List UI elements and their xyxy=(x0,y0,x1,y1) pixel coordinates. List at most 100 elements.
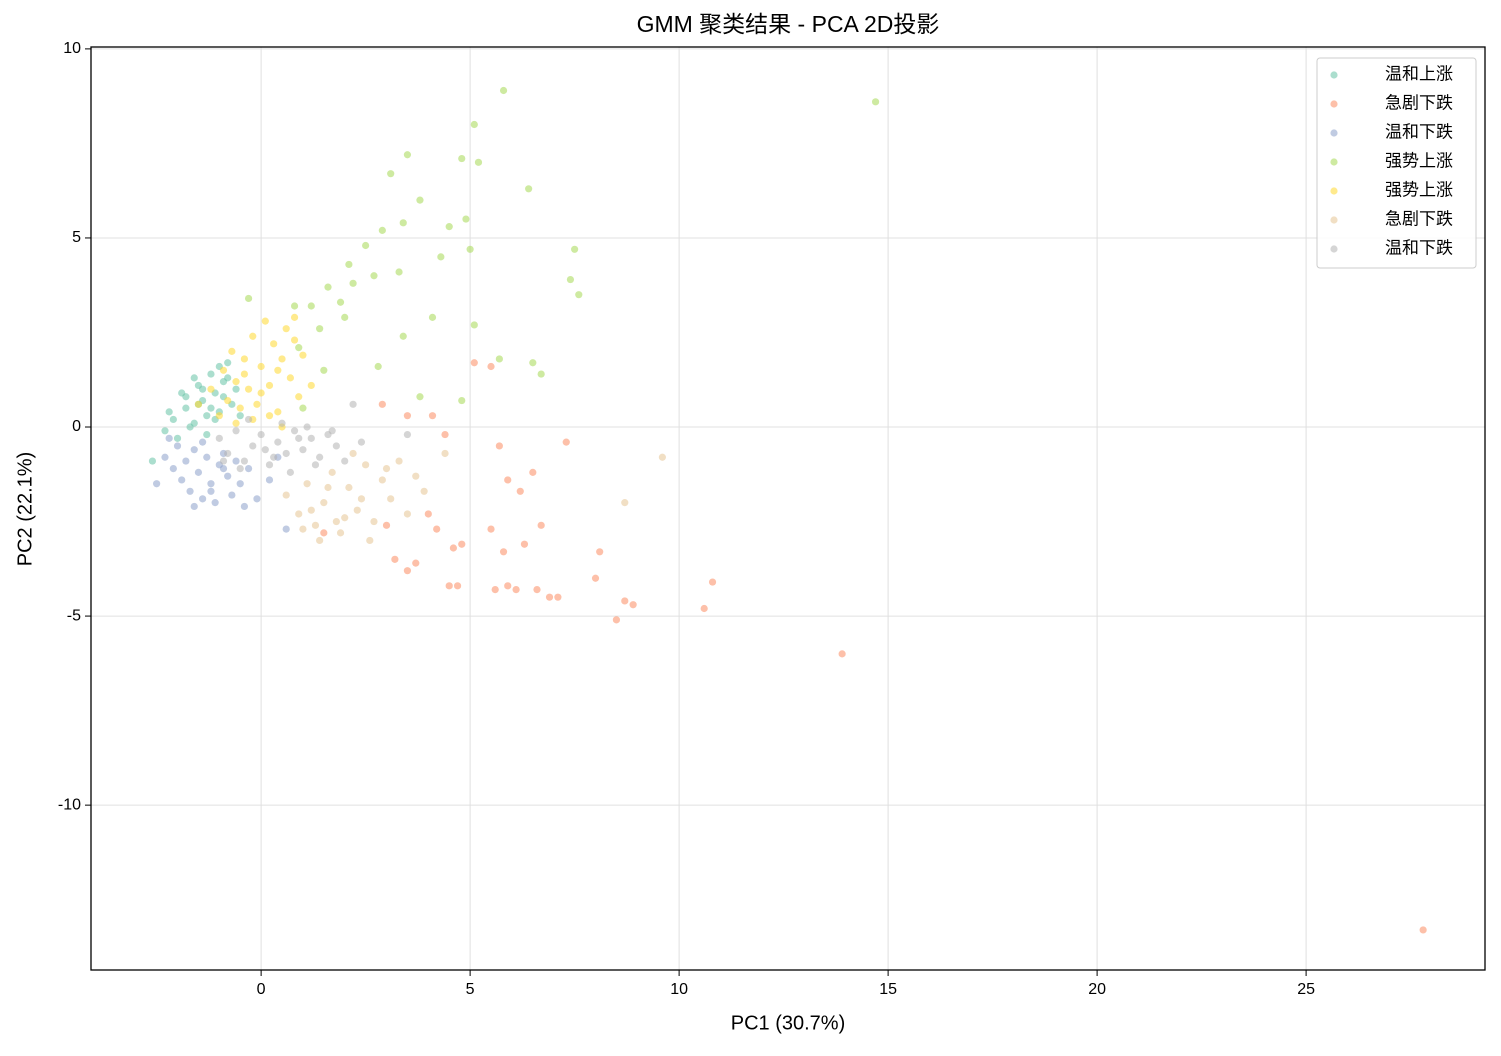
point xyxy=(236,465,244,473)
point xyxy=(307,381,315,390)
point xyxy=(194,400,203,408)
point xyxy=(499,86,508,95)
point xyxy=(244,385,253,393)
point xyxy=(453,582,462,590)
point xyxy=(311,461,320,469)
point xyxy=(504,582,512,590)
point xyxy=(403,151,412,159)
point xyxy=(240,355,249,363)
point xyxy=(428,412,437,420)
point xyxy=(169,465,177,473)
point xyxy=(575,291,583,299)
point xyxy=(462,215,470,223)
point xyxy=(190,374,198,382)
point xyxy=(265,476,274,484)
legend-label: 急剧下跌 xyxy=(1385,209,1453,228)
point xyxy=(161,427,169,435)
y-tick-label: 10 xyxy=(63,40,81,57)
chart-title: GMM 聚类结果 - PCA 2D投影 xyxy=(637,11,940,37)
legend-marker xyxy=(1330,158,1338,166)
y-tick-label: 5 xyxy=(72,229,81,246)
point xyxy=(399,219,407,227)
point xyxy=(529,359,537,367)
point xyxy=(232,427,240,435)
point xyxy=(458,540,466,548)
legend-label: 温和下跌 xyxy=(1385,122,1453,141)
point xyxy=(240,370,249,378)
point xyxy=(148,457,157,465)
point xyxy=(412,472,420,480)
x-tick-label: 10 xyxy=(670,981,688,998)
point xyxy=(215,412,223,420)
point xyxy=(224,449,232,458)
point xyxy=(349,279,357,287)
point xyxy=(395,457,403,465)
point xyxy=(357,495,366,503)
point xyxy=(207,480,215,488)
point xyxy=(336,529,345,537)
point xyxy=(366,536,374,545)
point xyxy=(290,313,299,321)
point xyxy=(324,283,332,291)
point xyxy=(328,468,336,476)
point xyxy=(274,408,282,416)
point xyxy=(153,480,161,488)
point xyxy=(224,359,232,367)
point xyxy=(224,396,232,405)
point xyxy=(224,374,232,382)
legend-marker xyxy=(1330,187,1338,195)
point xyxy=(207,487,215,495)
point xyxy=(253,495,261,503)
point xyxy=(228,491,236,499)
point xyxy=(341,313,349,321)
legend-marker xyxy=(1330,129,1338,137)
point xyxy=(332,442,340,450)
point xyxy=(207,404,215,412)
point xyxy=(265,412,274,420)
point xyxy=(261,317,269,325)
point xyxy=(169,415,177,424)
point xyxy=(658,453,666,461)
point xyxy=(207,370,215,378)
point xyxy=(265,381,274,390)
point xyxy=(182,404,190,412)
point xyxy=(316,536,324,545)
point xyxy=(299,404,307,412)
point xyxy=(441,430,449,439)
legend-label: 温和上涨 xyxy=(1385,64,1453,83)
point xyxy=(173,434,182,442)
point xyxy=(378,476,386,484)
point xyxy=(562,438,570,446)
point xyxy=(399,332,407,340)
point xyxy=(362,461,370,469)
point xyxy=(458,396,466,405)
point xyxy=(203,453,211,461)
y-axis-label: PC2 (22.1%) xyxy=(14,452,36,567)
point xyxy=(433,525,441,533)
point xyxy=(466,245,474,253)
point xyxy=(470,321,478,329)
point xyxy=(186,423,194,431)
point xyxy=(232,419,240,427)
point xyxy=(504,476,512,484)
point xyxy=(307,506,315,514)
point xyxy=(328,427,336,435)
point xyxy=(186,487,194,495)
point xyxy=(190,502,198,511)
point xyxy=(545,593,554,601)
point xyxy=(244,465,253,473)
point xyxy=(416,196,424,204)
point xyxy=(487,525,495,533)
point xyxy=(270,453,278,461)
point xyxy=(161,453,169,461)
point xyxy=(303,480,311,488)
point xyxy=(282,491,290,499)
y-tick-label: 0 xyxy=(72,418,81,435)
point xyxy=(215,434,223,442)
point xyxy=(278,419,286,427)
point xyxy=(349,400,357,408)
point xyxy=(533,586,541,594)
x-axis-label: PC1 (30.7%) xyxy=(731,1012,846,1034)
point xyxy=(512,586,520,594)
